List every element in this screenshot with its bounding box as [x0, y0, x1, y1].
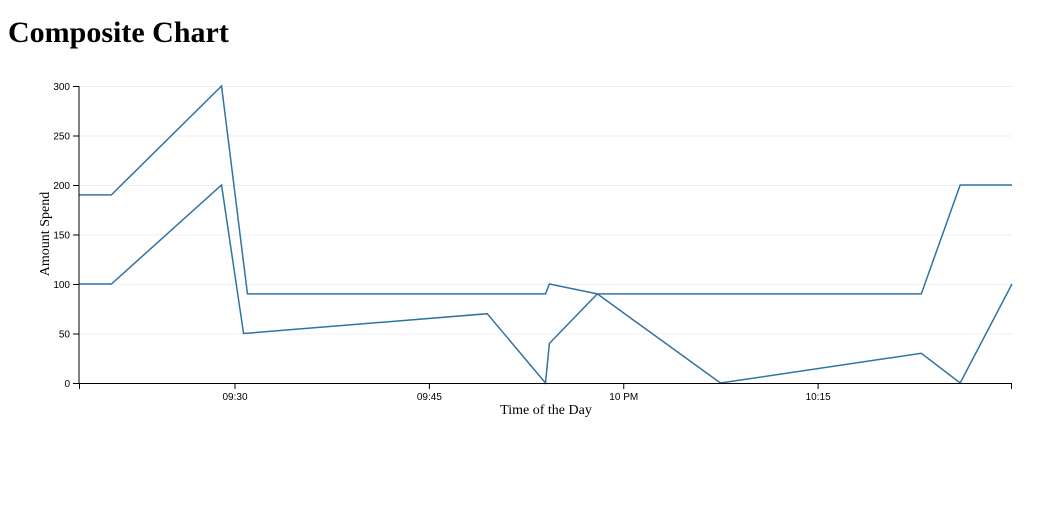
x-tick-label: 09:45	[417, 392, 442, 403]
x-tick: 10:15	[806, 383, 831, 403]
y-tick: 50	[59, 330, 79, 341]
series-layer	[79, 84, 1013, 385]
y-tick-label: 50	[59, 330, 71, 341]
y-tick-label: 0	[64, 379, 70, 390]
y-axis: 0 50 100 150 200 250 300	[53, 82, 80, 390]
series-line-1	[79, 84, 1012, 295]
x-axis: 09:30 09:45 10 PM 10:15	[79, 383, 1012, 403]
x-tick: 09:45	[417, 383, 442, 403]
x-tick-label: 10 PM	[609, 392, 638, 403]
y-tick: 200	[53, 181, 79, 192]
y-tick-label: 300	[53, 82, 70, 93]
y-tick: 150	[53, 231, 79, 242]
x-tick: 10 PM	[609, 383, 638, 403]
series-line-2	[79, 183, 1013, 385]
y-tick: 100	[53, 280, 79, 291]
x-tick-label: 10:15	[806, 392, 831, 403]
grid-lines	[79, 86, 1012, 335]
x-axis-title: Time of the Day	[500, 403, 592, 418]
y-tick-label: 200	[53, 181, 70, 192]
page-title: Composite Chart	[8, 16, 229, 49]
y-tick: 300	[53, 82, 79, 93]
x-tick-label: 09:30	[222, 392, 247, 403]
y-tick-label: 150	[53, 231, 70, 242]
y-tick-label: 100	[53, 280, 70, 291]
x-tick: 09:30	[222, 383, 248, 403]
y-tick: 250	[53, 132, 79, 143]
y-tick: 0	[64, 379, 79, 390]
y-tick-label: 250	[53, 132, 70, 143]
y-axis-title: Amount Spend	[38, 192, 53, 276]
